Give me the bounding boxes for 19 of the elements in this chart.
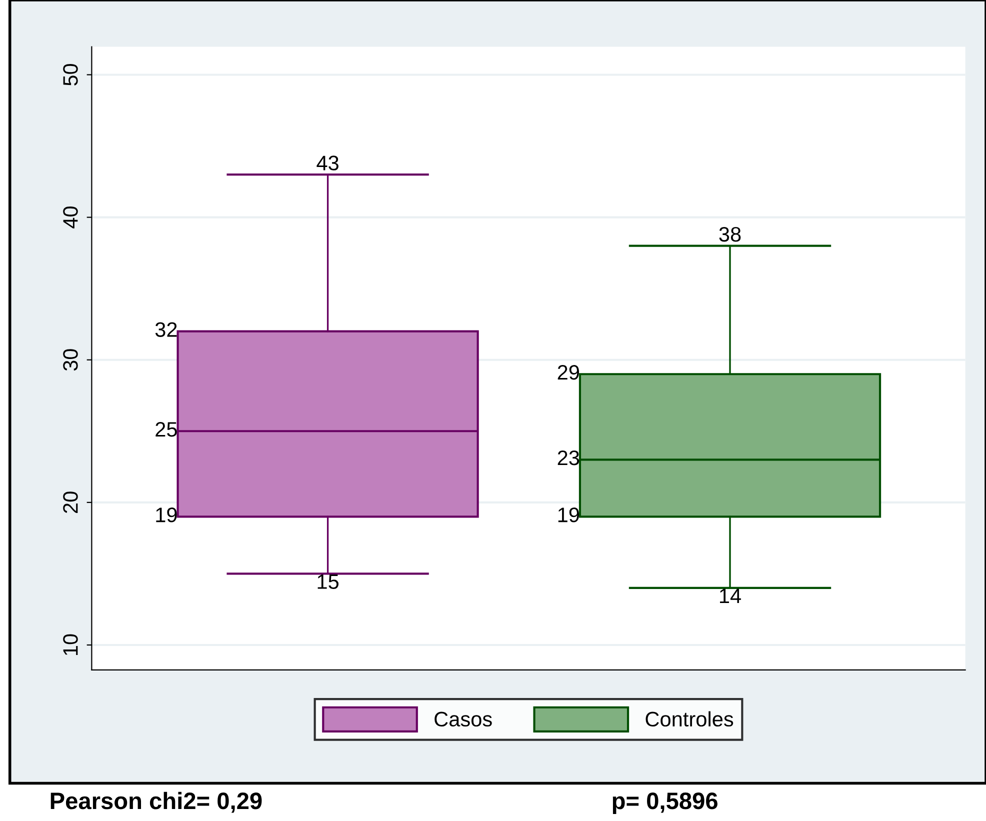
text: Pearson chi2= 0,29 [50,792,262,813]
annotation: 19 [156,508,177,522]
y-tick-label: 20 [63,492,78,513]
annotation: 43 [316,156,338,170]
legend-label: Controles [646,711,734,727]
annotation: 32 [155,322,177,337]
annotation: 29 [558,364,579,380]
y-tick-label: 10 [63,634,78,655]
y-tick-label: 50 [63,64,78,86]
annotation: 25 [156,422,177,437]
legend-label: Casos [434,712,492,727]
annotation: 15 [318,574,339,590]
annotation: 19 [558,508,579,522]
y-tick-label: 40 [63,206,78,228]
annotation: 23 [558,450,580,466]
annotation: 38 [719,226,741,242]
y-tick-label: 30 [63,349,78,371]
annotation: 14 [720,588,741,604]
text: p= 0,5896 [612,792,718,814]
